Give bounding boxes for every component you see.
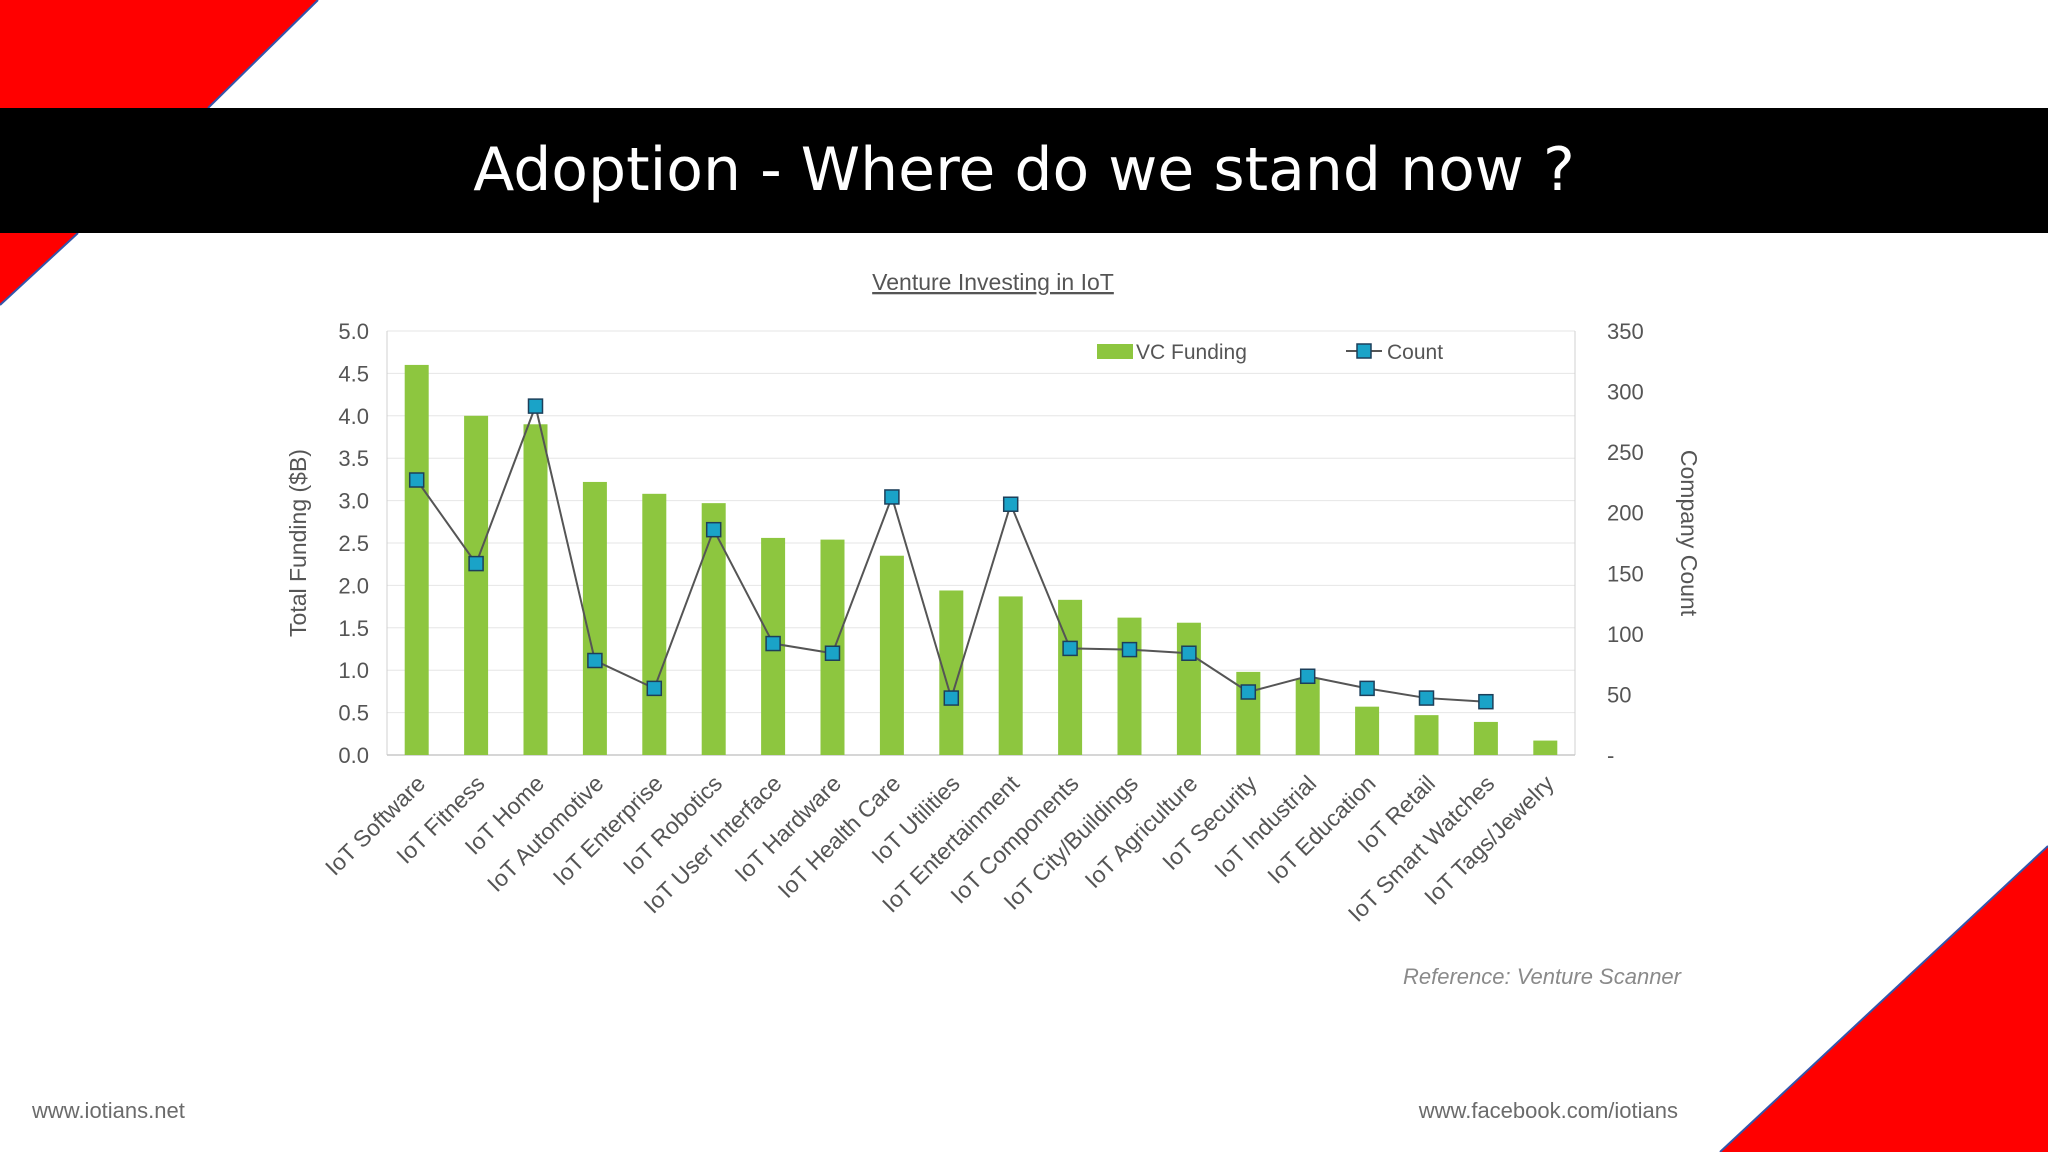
count-marker xyxy=(705,521,722,538)
slide-title: Adoption - Where do we stand now ? xyxy=(473,135,1575,205)
bar xyxy=(404,364,429,755)
bar xyxy=(1533,740,1558,755)
bar xyxy=(1414,715,1439,755)
count-marker xyxy=(1299,668,1316,685)
y2-tick-label: 150 xyxy=(1607,561,1644,586)
count-marker xyxy=(587,652,603,669)
count-marker xyxy=(1181,645,1197,661)
y-tick-label: 4.0 xyxy=(338,404,369,429)
y2-tick-label: 300 xyxy=(1607,380,1644,405)
left-blue-edge xyxy=(0,232,79,306)
count-marker xyxy=(884,489,900,505)
legend-marker-count xyxy=(1356,343,1372,359)
count-marker xyxy=(1240,684,1257,700)
y-tick-label: 2.0 xyxy=(338,573,369,598)
bar xyxy=(523,424,548,755)
count-marker xyxy=(1002,496,1019,512)
y2-axis-label: Company Count xyxy=(1676,450,1702,617)
y2-tick-label: 50 xyxy=(1607,682,1631,707)
bar xyxy=(1355,706,1380,755)
bar xyxy=(1058,599,1083,755)
top-left-red-triangle xyxy=(0,0,318,108)
legend-label-count: Count xyxy=(1387,341,1443,364)
bar xyxy=(998,596,1023,755)
footer-website: www.iotians.net xyxy=(32,1098,185,1123)
footer-facebook: www.facebook.com/iotians xyxy=(1418,1098,1678,1123)
count-marker xyxy=(646,680,663,697)
y2-tick-label: 200 xyxy=(1607,501,1644,526)
y-tick-label: 4.5 xyxy=(338,361,369,386)
bar xyxy=(1295,678,1320,755)
y-tick-label: 2.5 xyxy=(338,531,369,556)
y2-tick-label: - xyxy=(1607,743,1614,768)
y2-tick-label: 250 xyxy=(1607,440,1644,465)
legend-swatch-vc-funding xyxy=(1097,344,1133,359)
y-tick-label: 3.0 xyxy=(338,489,369,514)
y-tick-label: 3.5 xyxy=(338,446,369,471)
bar xyxy=(642,493,667,755)
legend-label-vc-funding: VC Funding xyxy=(1136,341,1247,364)
y-axis-label: Total Funding ($B) xyxy=(285,449,311,637)
count-marker xyxy=(765,635,781,652)
bar xyxy=(1176,622,1201,755)
chart-title: Venture Investing in IoT xyxy=(872,269,1114,295)
bar xyxy=(1473,721,1498,755)
count-marker xyxy=(408,472,425,488)
bottom-right-blue-edge xyxy=(1719,845,2048,1152)
y-tick-label: 1.0 xyxy=(338,658,369,683)
bar xyxy=(879,555,904,755)
y2-tick-label: 100 xyxy=(1607,622,1644,647)
count-marker xyxy=(1478,693,1494,710)
y-tick-label: 0.5 xyxy=(338,701,369,726)
bar xyxy=(1117,617,1142,755)
bar xyxy=(582,481,607,755)
count-marker xyxy=(468,555,484,572)
y-tick-label: 0.0 xyxy=(338,743,369,768)
count-marker xyxy=(1121,641,1138,658)
count-marker xyxy=(1418,690,1435,706)
count-marker xyxy=(824,645,841,661)
bar xyxy=(464,415,489,755)
count-marker xyxy=(527,398,544,414)
count-marker xyxy=(1359,680,1375,697)
count-marker xyxy=(943,690,960,706)
y-tick-label: 1.5 xyxy=(338,616,369,641)
count-marker xyxy=(1062,640,1078,657)
title-bar: Adoption - Where do we stand now ? xyxy=(0,108,2048,233)
y2-tick-label: 350 xyxy=(1607,319,1644,344)
y-tick-label: 5.0 xyxy=(338,319,369,344)
top-left-blue-edge xyxy=(207,0,319,109)
reference-note: Reference: Venture Scanner xyxy=(1402,964,1681,989)
bar xyxy=(701,503,726,755)
